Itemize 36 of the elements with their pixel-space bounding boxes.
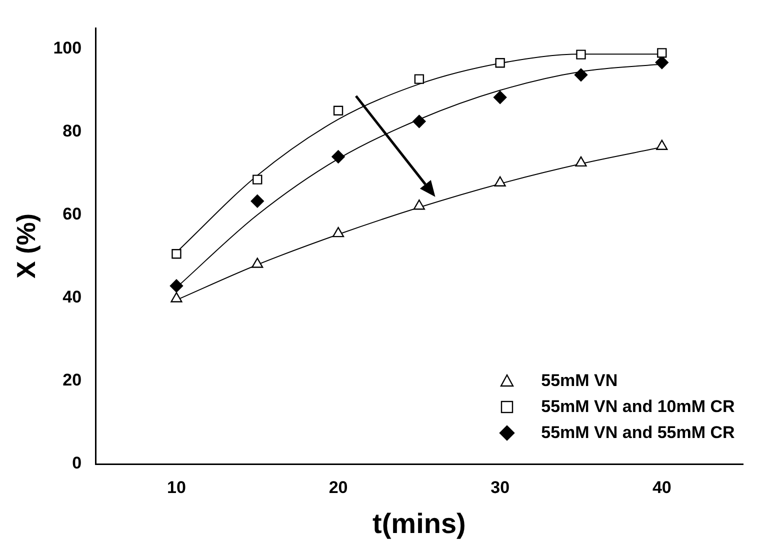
point [170,279,184,292]
x-tick-label: 10 [167,478,186,497]
x-tick-label: 20 [328,478,348,497]
y-tick-label: 80 [62,121,82,140]
legend-label: 55mM VN [541,371,618,391]
point [576,50,586,60]
y-tick-label: 60 [62,204,82,224]
point [494,176,506,186]
point [250,194,264,208]
point [495,58,505,68]
x-axis-title: t(mins) [372,508,466,539]
point [575,156,587,167]
point [252,174,262,184]
x-tick-label: 30 [490,478,510,497]
point [414,74,424,84]
point [172,249,182,259]
point [413,200,425,210]
legend-label: 55mM VN and 10mM CR [541,397,735,417]
point [332,150,345,164]
y-tick-label: 20 [62,370,82,390]
point [656,140,668,150]
point [657,48,667,58]
point [252,258,264,268]
y-tick-label: 0 [72,454,82,473]
point [574,68,588,82]
y-tick-label: 40 [62,288,82,307]
x-tick-label: 40 [652,478,672,497]
y-axis-title: X (%) [10,214,41,278]
legend-label: 55mM VN and 55mM CR [541,423,735,443]
point [493,90,507,104]
y-tick-label: 100 [53,38,82,58]
point [333,106,344,116]
point [332,226,344,238]
point [655,56,668,70]
point [412,114,426,128]
point [170,292,182,302]
